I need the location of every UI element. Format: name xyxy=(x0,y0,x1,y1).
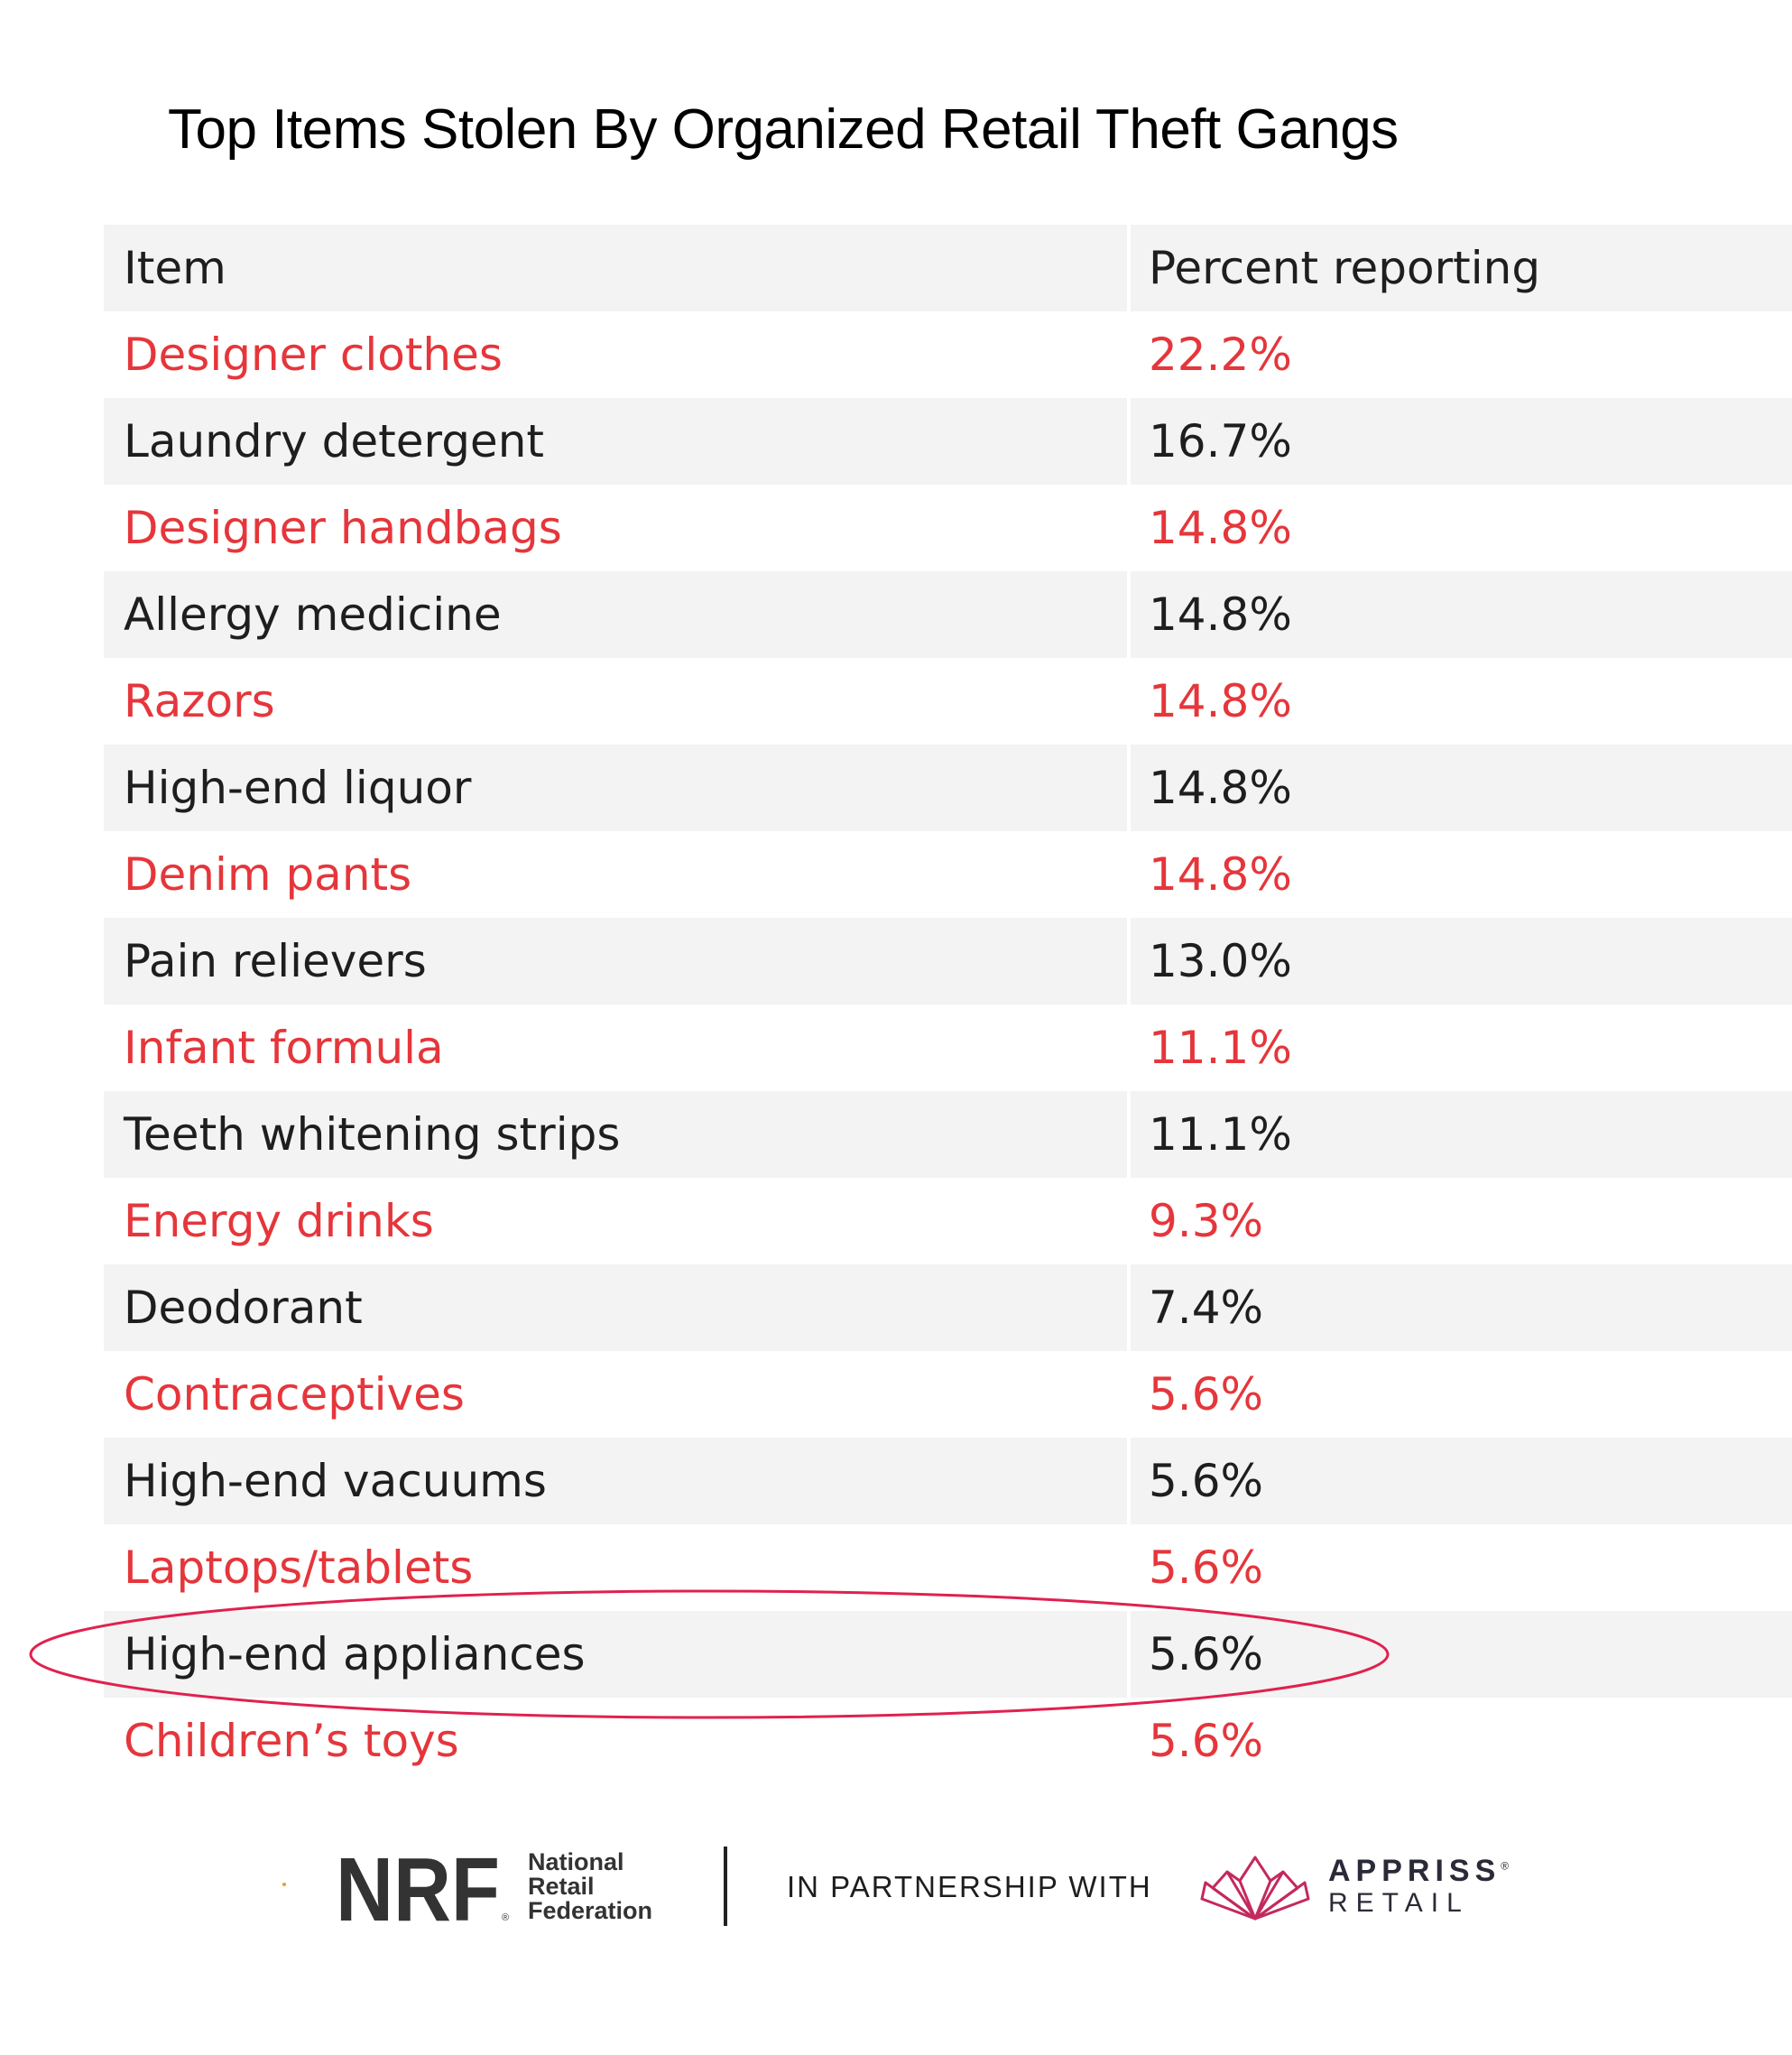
table-row: Children’s toys 5.6% xyxy=(104,1698,1792,1784)
percent-cell: 9.3% xyxy=(1127,1178,1792,1264)
percent-cell: 14.8% xyxy=(1127,831,1792,918)
appriss-reg-mark: ® xyxy=(1501,1859,1510,1873)
page-title: Top Items Stolen By Organized Retail The… xyxy=(168,98,1399,161)
table-body: Designer clothes 22.2% Laundry detergent 16… xyxy=(104,311,1792,1784)
item-name-cell: Laptops/tablets xyxy=(104,1524,1127,1611)
table-row: High-end appliances 5.6% xyxy=(104,1611,1792,1698)
percent-cell: 14.8% xyxy=(1127,571,1792,658)
percent-cell: 22.2% xyxy=(1127,311,1792,398)
table-row: Designer handbags 14.8% xyxy=(104,485,1792,571)
appriss-subtitle: RETAIL xyxy=(1328,1888,1470,1918)
item-name-cell: Designer handbags xyxy=(104,485,1127,571)
nrf-name-line-3: Federation xyxy=(528,1897,653,1924)
item-name-cell: Energy drinks xyxy=(104,1178,1127,1264)
appriss-wordmark: APPRISS® xyxy=(1328,1854,1509,1889)
item-name-cell: High-end appliances xyxy=(104,1611,1127,1698)
partnership-text: IN PARTNERSHIP WITH xyxy=(787,1870,1152,1903)
percent-cell: 14.8% xyxy=(1127,485,1792,571)
percent-cell: 5.6% xyxy=(1127,1351,1792,1438)
item-name-cell: Deodorant xyxy=(104,1264,1127,1351)
percent-cell: 5.6% xyxy=(1127,1611,1792,1698)
item-name-cell: Children’s toys xyxy=(104,1698,1127,1784)
column-header-percent: Percent reporting xyxy=(1127,225,1792,311)
item-name-cell: High-end liquor xyxy=(104,745,1127,831)
percent-cell: 7.4% xyxy=(1127,1264,1792,1351)
percent-cell: 5.6% xyxy=(1127,1438,1792,1524)
item-name-cell: Teeth whitening strips xyxy=(104,1091,1127,1178)
item-name-cell: Laundry detergent xyxy=(104,398,1127,485)
percent-cell: 5.6% xyxy=(1127,1524,1792,1611)
item-name-cell: Denim pants xyxy=(104,831,1127,918)
table-row: Deodorant 7.4% xyxy=(104,1264,1792,1351)
appriss-name-text: APPRISS xyxy=(1328,1854,1501,1888)
table-row: Teeth whitening strips 11.1% xyxy=(104,1091,1792,1178)
table-row: High-end vacuums 5.6% xyxy=(104,1438,1792,1524)
percent-cell: 16.7% xyxy=(1127,398,1792,485)
percent-cell: 11.1% xyxy=(1127,1004,1792,1091)
percent-cell: 14.8% xyxy=(1127,745,1792,831)
item-name-cell: High-end vacuums xyxy=(104,1438,1127,1524)
item-name-cell: Razors xyxy=(104,658,1127,745)
footer: NRF ® National Retail Federation IN PART… xyxy=(0,1832,1792,1958)
table-row: Infant formula 11.1% xyxy=(104,1004,1792,1091)
table-row: Contraceptives 5.6% xyxy=(104,1351,1792,1438)
nrf-name: National Retail Federation xyxy=(528,1850,652,1923)
footer-divider xyxy=(724,1847,727,1926)
percent-cell: 14.8% xyxy=(1127,658,1792,745)
table-row: Denim pants 14.8% xyxy=(104,831,1792,918)
table-row: Designer clothes 22.2% xyxy=(104,311,1792,398)
table-row: Laundry detergent 16.7% xyxy=(104,398,1792,485)
table-row: Laptops/tablets 5.6% xyxy=(104,1524,1792,1611)
nrf-logo-text: NRF xyxy=(336,1852,500,1924)
item-name-cell: Contraceptives xyxy=(104,1351,1127,1438)
nrf-reg-mark: ® xyxy=(502,1912,509,1923)
stolen-items-table: Item Percent reporting Designer clothes 2… xyxy=(104,225,1792,1784)
table-row: Razors 14.8% xyxy=(104,658,1792,745)
table-row: High-end liquor 14.8% xyxy=(104,745,1792,831)
item-name-cell: Pain relievers xyxy=(104,918,1127,1004)
nrf-logo: NRF ® xyxy=(336,1852,509,1924)
item-name-cell: Designer clothes xyxy=(104,311,1127,398)
item-name-cell: Infant formula xyxy=(104,1004,1127,1091)
table-row: Allergy medicine 14.8% xyxy=(104,571,1792,658)
decorative-dot xyxy=(282,1883,286,1886)
appriss-lotus-icon xyxy=(1200,1856,1310,1921)
item-name-cell: Allergy medicine xyxy=(104,571,1127,658)
table-header-row: Item Percent reporting xyxy=(104,225,1792,311)
table-row: Energy drinks 9.3% xyxy=(104,1178,1792,1264)
nrf-name-line-2: Retail xyxy=(528,1873,595,1900)
table-row: Pain relievers 13.0% xyxy=(104,918,1792,1004)
nrf-name-line-1: National xyxy=(528,1848,624,1875)
percent-cell: 13.0% xyxy=(1127,918,1792,1004)
column-header-item: Item xyxy=(104,225,1127,311)
percent-cell: 5.6% xyxy=(1127,1698,1792,1784)
percent-cell: 11.1% xyxy=(1127,1091,1792,1178)
